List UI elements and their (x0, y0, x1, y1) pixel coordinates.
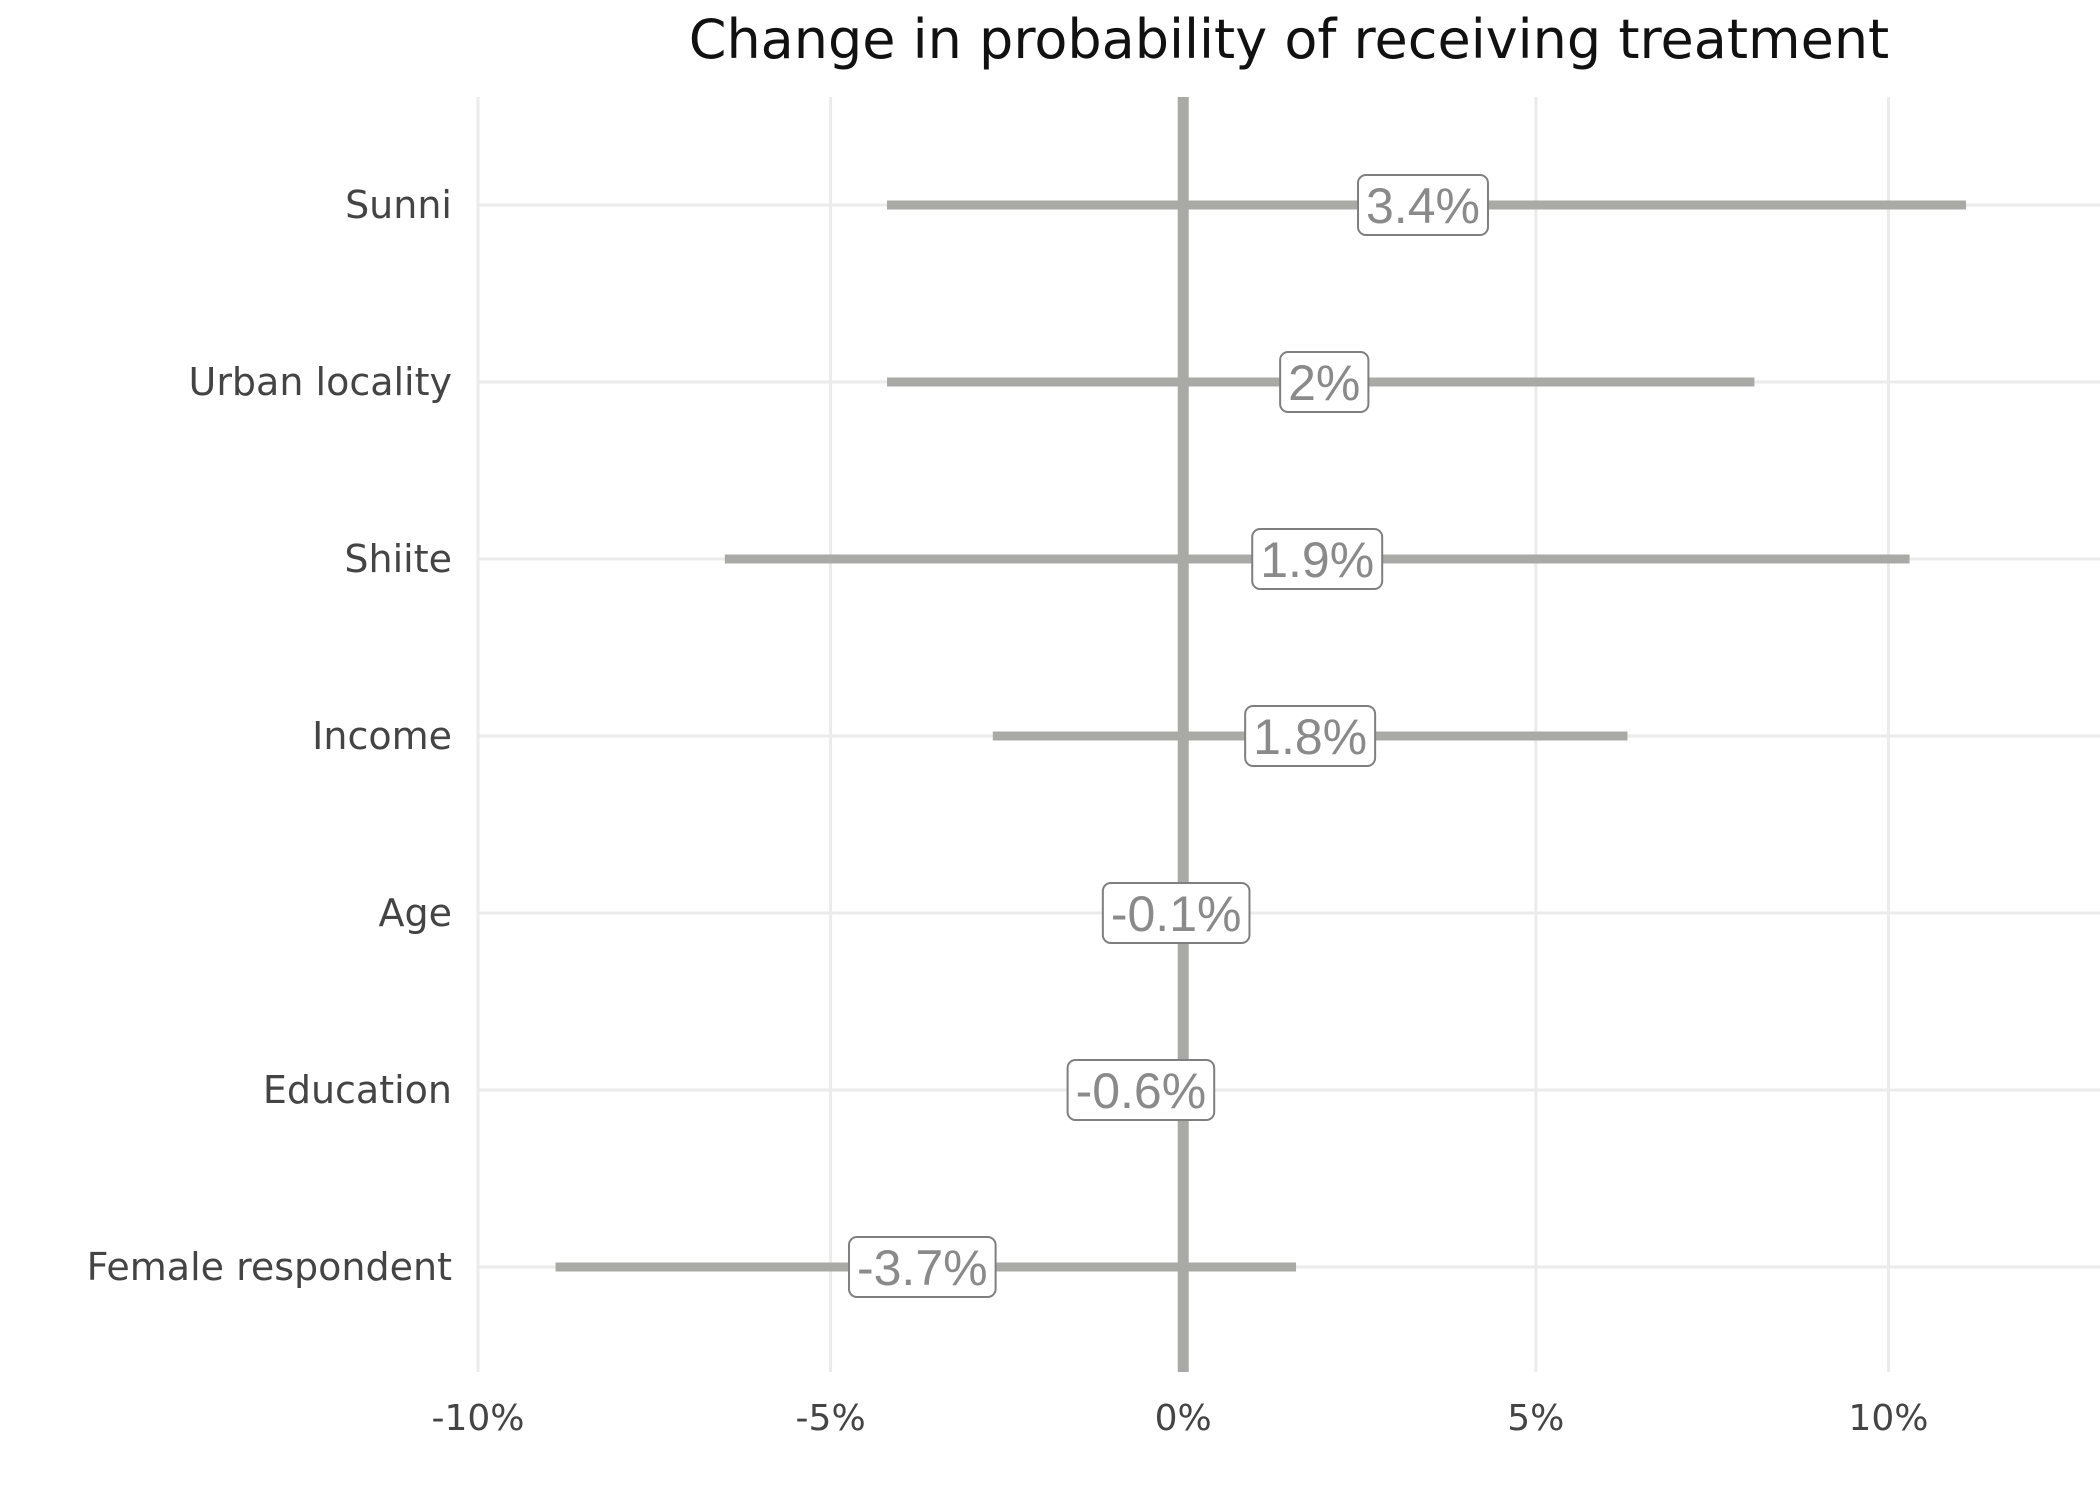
estimate-label-box (1279, 351, 1370, 413)
category-label: Sunni (345, 183, 452, 227)
estimate-label-text: 1.9% (1260, 532, 1374, 588)
x-tick-label: 5% (1507, 1398, 1564, 1439)
estimate-label-box (847, 1236, 997, 1298)
estimate-label-text: 3.4% (1366, 178, 1480, 234)
category-labels: Sunni Urban locality Shiite Income Age Educat… (87, 183, 452, 1289)
chart-title: Change in probability of receiving treat… (689, 8, 1889, 71)
estimate-label: -0.1% (1101, 882, 1251, 944)
estimate-label: 1.8% (1244, 705, 1377, 767)
category-label: Female respondent (87, 1245, 452, 1289)
category-label: Age (379, 891, 453, 935)
estimate-label-text: -3.7% (857, 1240, 988, 1296)
estimate-label-box (1066, 1059, 1216, 1121)
x-tick-label: 10% (1848, 1398, 1928, 1439)
estimate-label-box (1251, 528, 1384, 590)
x-tick-label: -5% (796, 1398, 866, 1439)
estimate-labels: 3.4% 2% 1.9% 1.8% -0.1% -0.6% -3.7% (847, 174, 1489, 1298)
estimate-label: -0.6% (1066, 1059, 1216, 1121)
estimate-label-box (1101, 882, 1251, 944)
estimate-label: -3.7% (847, 1236, 997, 1298)
x-tick-label: 0% (1155, 1398, 1212, 1439)
estimate-label-box (1357, 174, 1489, 236)
x-axis-tick-labels: -10% -5% 0% 5% 10% (431, 1398, 1928, 1439)
estimate-label-text: -0.1% (1111, 886, 1242, 942)
category-label: Income (312, 714, 452, 758)
category-label: Shiite (344, 537, 452, 581)
estimate-label-text: 1.8% (1253, 709, 1367, 765)
estimate-label: 1.9% (1251, 528, 1384, 590)
estimate-label: 2% (1279, 351, 1370, 413)
estimate-label-box (1244, 705, 1377, 767)
category-label: Urban locality (189, 360, 453, 404)
estimate-label-text: -0.6% (1076, 1063, 1207, 1119)
x-tick-label: -10% (431, 1398, 524, 1439)
estimate-label-text: 2% (1288, 355, 1360, 411)
estimate-label: 3.4% (1357, 174, 1489, 236)
category-label: Education (263, 1068, 452, 1112)
